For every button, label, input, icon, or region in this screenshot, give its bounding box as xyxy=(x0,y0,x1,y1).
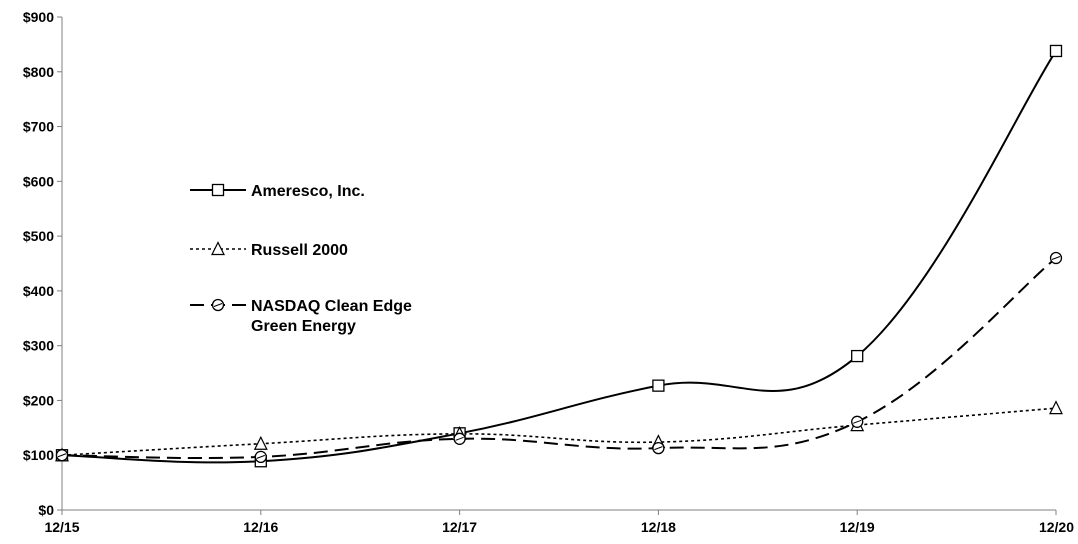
y-tick-label: $800 xyxy=(23,64,54,80)
y-tick-label: $100 xyxy=(23,447,54,463)
series-lines xyxy=(61,50,1057,464)
legend-item: NASDAQ Clean Edge Green Energy xyxy=(190,298,412,335)
legend-label: NASDAQ Clean Edge xyxy=(251,298,412,315)
data-point-circle xyxy=(652,441,665,455)
legend: Ameresco, Inc. Russell 2000 NASDAQ Clean E… xyxy=(190,183,412,335)
legend-marker-circle xyxy=(211,298,225,312)
data-point-square xyxy=(1049,44,1063,58)
legend-label: Russell 2000 xyxy=(251,242,348,259)
data-point-circle xyxy=(851,415,864,428)
data-point-triangle xyxy=(253,435,268,450)
data-point-circle xyxy=(1049,251,1063,265)
y-tick-label: $700 xyxy=(23,119,54,135)
x-tick-label: 12/17 xyxy=(442,519,477,535)
series-markers xyxy=(55,44,1063,468)
legend-label: Ameresco, Inc. xyxy=(251,183,365,200)
series-line-circle xyxy=(61,257,1057,460)
legend-item: Russell 2000 xyxy=(190,241,348,259)
axes: $0 $100 $200 $300 $400 $500 $600 $700 $800 $900 12… xyxy=(23,9,1074,535)
data-point-square xyxy=(652,379,665,392)
series-line-triangle xyxy=(61,407,1057,457)
y-tick-label: $500 xyxy=(23,228,54,244)
data-point-circle xyxy=(254,450,267,464)
x-tick-label: 12/15 xyxy=(44,519,79,535)
data-point-circle xyxy=(453,432,466,445)
legend-marker-square xyxy=(211,183,225,197)
legend-marker-triangle xyxy=(211,241,225,256)
y-tick-label: $900 xyxy=(23,9,54,25)
y-tick-label: $300 xyxy=(23,338,54,354)
x-tick-label: 12/20 xyxy=(1039,519,1074,535)
legend-item: Ameresco, Inc. xyxy=(190,183,365,200)
legend-label: Green Energy xyxy=(251,318,356,335)
y-tick-label: $0 xyxy=(38,502,54,518)
y-tick-label: $200 xyxy=(23,392,54,408)
y-tick-label: $600 xyxy=(23,173,54,189)
x-tick-label: 12/16 xyxy=(243,519,278,535)
data-point-square xyxy=(851,349,864,363)
series-line-square xyxy=(61,50,1057,464)
x-tick-label: 12/18 xyxy=(641,519,676,535)
y-tick-label: $400 xyxy=(23,283,54,299)
data-point-circle xyxy=(55,449,69,462)
x-tick-label: 12/19 xyxy=(840,519,875,535)
data-point-triangle xyxy=(1049,400,1063,415)
